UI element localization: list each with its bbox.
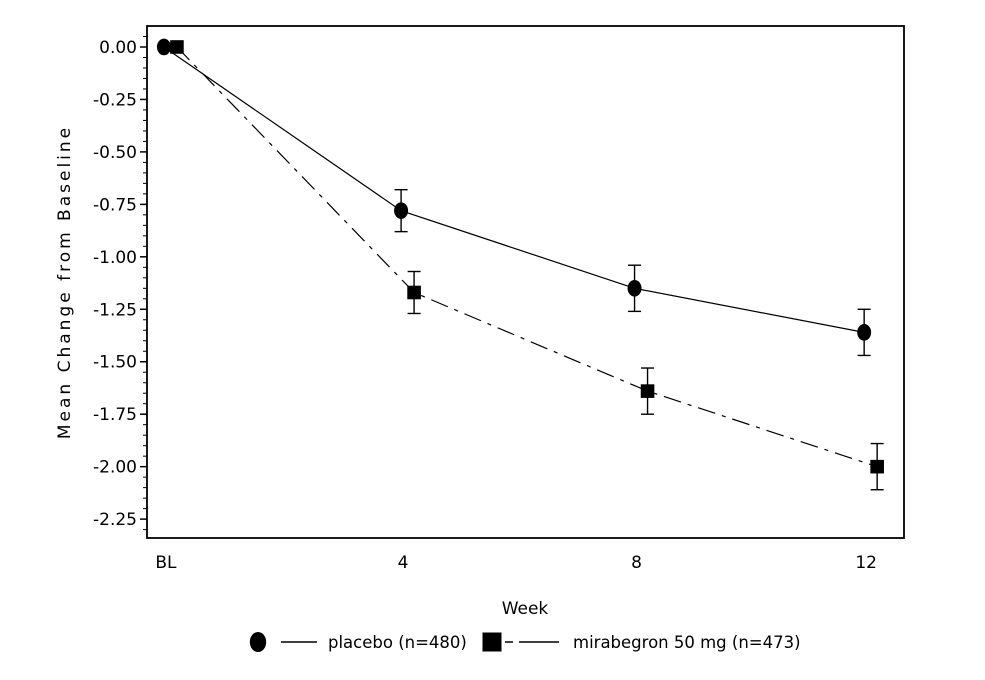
series-layer [156,38,884,491]
series-line-mirabegron-50mg [176,46,878,468]
legend-item-placebo: placebo (n=480) [249,632,467,652]
legend-marker-circle-icon [249,632,267,652]
y-tick-label: -1.75 [93,405,137,425]
data-point-mirabegron-50mg-4 [407,285,421,300]
y-axis-title: Mean Change from Baseline [55,125,75,439]
legend: placebo (n=480) mirabegron 50 mg (n=473) [249,632,801,652]
y-tick-label: -0.75 [93,195,137,215]
data-point-placebo-4 [394,202,409,219]
data-point-mirabegron-50mg-8 [640,384,655,398]
plot-frame [146,25,905,539]
data-point-placebo-BL [156,38,171,56]
data-point-placebo-12 [857,324,872,341]
y-tick-label: -2.00 [93,458,137,478]
legend-marker-square-icon [482,632,502,652]
y-tick-label: 0.00 [99,38,137,58]
x-tick-label: 4 [398,553,409,573]
y-tick-label: -0.50 [93,143,137,163]
x-tick-label: 12 [855,553,877,573]
x-axis-title: Week [502,599,549,619]
data-point-mirabegron-50mg-12 [870,459,884,474]
data-point-placebo-8 [627,279,642,297]
series-line-placebo [163,46,865,333]
y-tick-label: -1.00 [93,248,137,268]
y-tick-label: -1.25 [93,300,137,320]
x-axis: BL 4 8 12 [155,553,877,573]
legend-label-mirabegron-50mg: mirabegron 50 mg (n=473) [573,633,801,652]
y-tick-label: -2.25 [93,510,137,530]
x-tick-label: 8 [631,553,642,573]
x-tick-label: BL [155,553,177,573]
y-tick-label: -0.25 [93,90,137,110]
legend-item-mirabegron-50mg: mirabegron 50 mg (n=473) [482,632,801,652]
legend-label-placebo: placebo (n=480) [328,633,467,652]
y-axis: 0.00 -0.25 -0.50 -0.75 -1.00 -1.25 -1.50 -1.75 -… [93,35,147,530]
y-tick-label: -1.50 [93,353,137,373]
data-point-mirabegron-50mg-BL [170,40,184,54]
